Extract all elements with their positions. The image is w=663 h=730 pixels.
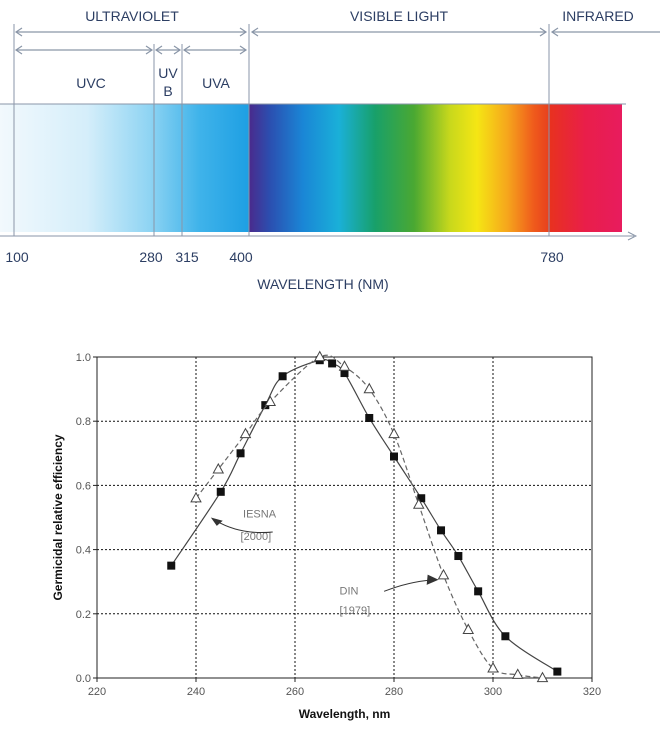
data-point-triangle [487, 661, 499, 673]
spectrum-diagram: ULTRAVIOLET VISIBLE LIGHT INFRARED UVC [0, 8, 660, 292]
x-axis-title: Wavelength, nm [299, 707, 391, 721]
tick-label-400: 400 [229, 249, 253, 265]
series-1 [190, 350, 549, 683]
region-label-infrared: INFRARED [562, 8, 634, 24]
x-tick-label: 300 [484, 686, 502, 698]
data-point-square [167, 561, 176, 570]
y-tick-label: 0.6 [76, 480, 91, 492]
plot-frame [96, 356, 593, 679]
data-point-triangle [190, 491, 202, 503]
region-arrows [14, 27, 660, 55]
visible-band [249, 104, 549, 232]
data-point-triangle [338, 360, 351, 371]
data-point-square [454, 552, 463, 561]
x-tick-label: 320 [583, 686, 601, 698]
data-point-square [278, 372, 287, 381]
annotation-iesna-year: [2000] [241, 531, 272, 543]
data-point-triangle [212, 462, 225, 474]
data-point-triangle [363, 382, 376, 394]
y-tick-label: 0.4 [76, 545, 91, 557]
x-tick-label: 260 [286, 686, 304, 698]
data-point-square [501, 632, 510, 641]
series-0 [167, 356, 562, 676]
tick-label-780: 780 [540, 249, 564, 265]
wavelength-axis [0, 231, 638, 241]
x-tick-label: 240 [187, 686, 205, 698]
series-layer [167, 350, 562, 683]
uv-band [0, 104, 249, 232]
uv-band-label-uva: UVA [202, 75, 230, 91]
germicidal-efficiency-chart: 220 240 260 280 300 320 0.0 0.2 0.4 0.6 0.8 1.0 IE… [51, 350, 601, 721]
annotation-din-arrowhead [426, 574, 439, 585]
data-point-square [437, 526, 446, 535]
x-tick-label: 280 [385, 686, 403, 698]
data-point-triangle [239, 427, 252, 439]
y-tick-label: 0.8 [76, 416, 91, 428]
tick-label-100: 100 [5, 249, 29, 265]
band-dividers [13, 24, 550, 236]
data-point-square [417, 494, 426, 503]
y-tick-label: 0.2 [76, 609, 91, 621]
region-label-ultraviolet: ULTRAVIOLET [85, 8, 179, 24]
data-point-square [390, 452, 398, 461]
annotation-din-year: [1979] [340, 605, 371, 617]
uv-band-label-uvc: UVC [76, 75, 106, 91]
y-axis-title: Germicidal relative efficiency [51, 434, 65, 600]
data-point-square [328, 359, 337, 368]
data-point-triangle [462, 623, 475, 634]
annotations: IESNA [2000] DIN [1979] [210, 509, 439, 617]
x-tick-labels: 220 240 260 280 300 320 [88, 678, 601, 698]
data-point-triangle [264, 395, 277, 407]
region-label-visible: VISIBLE LIGHT [350, 8, 448, 24]
y-tick-labels: 0.0 0.2 0.4 0.6 0.8 1.0 [76, 352, 97, 685]
data-point-square [553, 667, 562, 676]
uv-band-label-uvb: UV B [158, 65, 178, 99]
y-tick-label: 1.0 [76, 352, 91, 364]
annotation-iesna: IESNA [243, 509, 277, 521]
annotation-din-arrow [383, 579, 432, 592]
tick-label-280: 280 [139, 249, 163, 265]
data-point-square [236, 449, 245, 458]
data-point-triangle [536, 671, 549, 683]
x-tick-label: 220 [88, 686, 106, 698]
grid-lines [97, 357, 592, 678]
data-point-triangle [313, 350, 326, 362]
series-line [170, 358, 558, 673]
data-point-square [474, 587, 483, 596]
data-point-triangle [511, 668, 524, 679]
infrared-band [549, 104, 622, 232]
series-line [195, 354, 543, 679]
data-point-triangle [437, 568, 450, 580]
wavelength-axis-title: WAVELENGTH (NM) [257, 276, 388, 292]
tick-label-315: 315 [175, 249, 199, 265]
data-point-triangle [412, 498, 425, 509]
data-point-square [340, 369, 349, 378]
data-point-square [216, 487, 225, 496]
annotation-din: DIN [340, 586, 359, 598]
data-point-triangle [388, 427, 400, 439]
data-point-square [365, 413, 374, 422]
annotation-iesna-arrowhead [210, 517, 223, 526]
y-tick-label: 0.0 [76, 673, 91, 685]
